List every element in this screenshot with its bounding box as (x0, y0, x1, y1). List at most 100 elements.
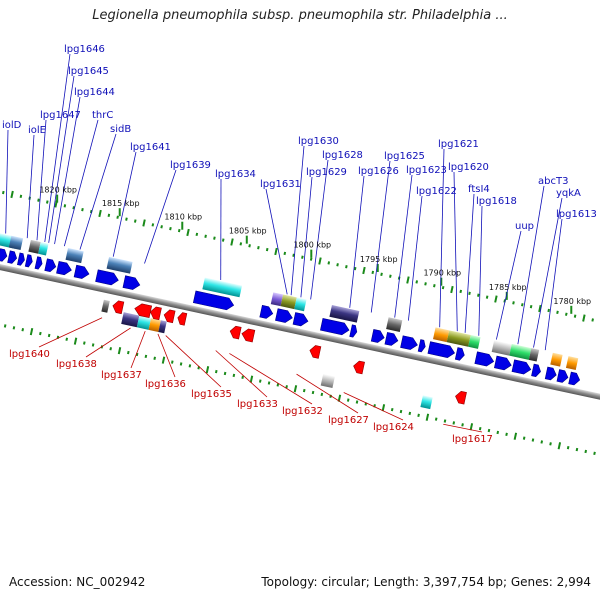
gene-label-lpg1640: lpg1640 (9, 349, 50, 360)
gene-label-lpg1647: lpg1647 (40, 110, 81, 121)
ruler-tick (265, 247, 269, 252)
leader-line-forward (310, 159, 329, 300)
ruler-tick (241, 375, 244, 379)
leader-line-forward (464, 193, 475, 333)
ruler-tick (415, 280, 419, 284)
ruler-tick (232, 373, 236, 378)
leader-line-forward (26, 134, 35, 239)
reverse-gene-arrow (134, 303, 153, 319)
leader-line-forward (144, 169, 177, 264)
forward-gene-arrow (427, 341, 455, 358)
ruler-tick (549, 442, 552, 446)
gene-label-lpg1621: lpg1621 (438, 139, 479, 150)
ruler-tick (302, 388, 306, 393)
cog-box-forward (433, 327, 450, 343)
ruler-tick (478, 426, 482, 431)
cog-box-forward (202, 277, 243, 298)
gene-label-iold: iolD (2, 120, 22, 131)
ruler-tick (459, 289, 463, 294)
kbp-tick-label: 1795 kbp (360, 255, 398, 264)
cog-box-forward (468, 335, 481, 349)
leader-line-forward (36, 119, 47, 241)
cog-feature-track (0, 232, 579, 410)
ruler-tick (29, 328, 34, 336)
ruler-tick (547, 308, 550, 313)
leader-line-forward (44, 53, 71, 242)
ruler-tick (582, 314, 586, 322)
forward-gene-arrow (24, 254, 33, 268)
leader-line-reverse (215, 350, 268, 398)
ruler-tick (161, 356, 166, 364)
ruler-tick (521, 303, 524, 307)
reverse-gene-arrow (177, 312, 188, 326)
ruler-tick (346, 398, 350, 402)
ruler-tick (425, 413, 430, 421)
leader-line-forward (544, 218, 563, 351)
leader-line-forward (394, 174, 413, 318)
cog-box-forward (550, 352, 563, 367)
ruler-tick (477, 293, 480, 297)
leader-line-forward (5, 129, 9, 234)
forward-gene-arrow (556, 369, 569, 383)
accession-text: Accession: NC_002942 (9, 575, 146, 589)
ruler-tick (573, 314, 577, 318)
ruler-tick (19, 194, 23, 199)
ruler-tick (434, 417, 438, 421)
ruler-tick (512, 301, 515, 305)
topology-summary: Topology: circular; Length: 3,397,754 bp… (261, 575, 591, 589)
cog-box-reverse (320, 373, 335, 388)
ruler-tick (591, 318, 594, 322)
gene-label-lpg1632: lpg1632 (282, 406, 323, 417)
ruler-tick (406, 276, 410, 284)
forward-gene-arrow (511, 359, 532, 375)
cog-box-forward (565, 356, 579, 371)
ruler-tick (98, 209, 102, 218)
leader-line-forward (265, 188, 288, 295)
ruler-tick (188, 364, 192, 368)
gene-label-lpg1633: lpg1633 (237, 399, 278, 410)
gene-track (0, 248, 581, 405)
cog-box-forward (329, 305, 360, 323)
leader-line-reverse (130, 331, 146, 369)
gene-label-lpg1627: lpg1627 (328, 415, 369, 426)
ruler-tick (81, 207, 84, 212)
ruler-tick (461, 423, 464, 427)
ruler-tick (170, 360, 174, 364)
forward-gene-arrow (275, 308, 293, 323)
forward-gene-arrow (400, 335, 418, 350)
forward-gene-arrow (95, 269, 119, 286)
ruler-tick (293, 385, 298, 393)
ruler-tick (274, 247, 278, 256)
ruler-tick (505, 432, 508, 437)
forward-gene-arrow (44, 258, 57, 273)
forward-gene-arrow (73, 264, 90, 279)
ruler-tick (309, 257, 313, 261)
kbp-tick-label: 1780 kbp (553, 297, 591, 306)
ruler-tick (204, 234, 207, 238)
ruler-tick (221, 238, 225, 242)
reverse-gene-arrow (163, 309, 176, 324)
leader-line-reverse (229, 353, 313, 405)
ruler-tick (433, 284, 436, 288)
reverse-gene-arrow (241, 328, 256, 343)
leader-line-forward (439, 148, 445, 328)
ruler-tick (390, 407, 394, 412)
ruler-tick (452, 421, 456, 425)
gene-label-lpg1624: lpg1624 (373, 422, 414, 433)
ruler-tick (257, 246, 260, 250)
ruler-tick (557, 442, 562, 450)
kbp-tick-label: 1820 kbp (39, 186, 77, 195)
gene-label-lpg1638: lpg1638 (56, 359, 97, 370)
ruler-tick (381, 404, 386, 412)
ruler-tick (399, 409, 403, 414)
ruler-tick (468, 291, 471, 296)
gene-label-yqka: yqkA (556, 188, 581, 199)
forward-gene-arrow (384, 332, 399, 346)
leader-line-forward (300, 176, 313, 298)
reverse-gene-arrow (112, 300, 125, 315)
kbp-tick-label: 1785 kbp (489, 283, 527, 292)
leader-line-forward (48, 75, 75, 243)
cog-box-forward (528, 348, 540, 362)
gene-label-uup: uup (515, 221, 534, 232)
